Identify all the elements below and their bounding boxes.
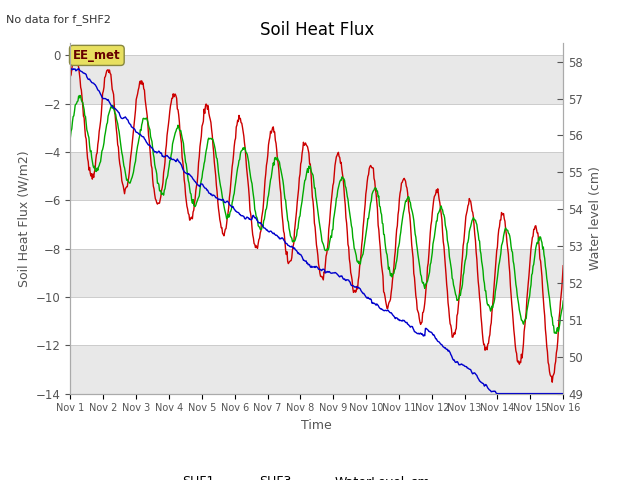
Legend: SHF1, SHF3, WaterLevel_cm: SHF1, SHF3, WaterLevel_cm xyxy=(149,470,435,480)
X-axis label: Time: Time xyxy=(301,419,332,432)
Bar xyxy=(70,249,563,297)
Title: Soil Heat Flux: Soil Heat Flux xyxy=(260,21,374,39)
Bar xyxy=(70,345,563,394)
Text: EE_met: EE_met xyxy=(73,49,121,62)
Y-axis label: Soil Heat Flux (W/m2): Soil Heat Flux (W/m2) xyxy=(17,150,30,287)
Bar xyxy=(70,152,563,200)
Text: No data for f_SHF2: No data for f_SHF2 xyxy=(6,14,111,25)
Bar xyxy=(70,55,563,104)
Y-axis label: Water level (cm): Water level (cm) xyxy=(589,167,602,270)
